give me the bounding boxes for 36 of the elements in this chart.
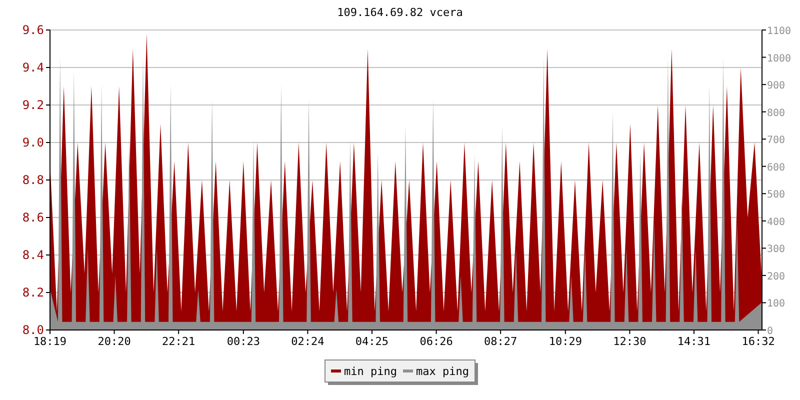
y-tick-label: 9.0 (22, 136, 44, 150)
x-tick-label: 04:25 (355, 335, 389, 348)
y2-tick-label: 800 (767, 108, 786, 119)
y-tick-label: 9.2 (22, 98, 44, 112)
y-tick-label: 8.8 (22, 173, 44, 187)
y-tick-label: 8.2 (22, 286, 44, 300)
chart-title: 109.164.69.82 vcera (337, 6, 463, 19)
x-tick-label: 16:32 (742, 335, 775, 348)
y-tick-label: 8.0 (22, 323, 44, 337)
x-tick-label: 22:21 (162, 335, 196, 348)
x-tick-label: 14:31 (677, 335, 711, 348)
x-tick-label: 08:27 (484, 335, 518, 348)
y2-tick-label: 400 (767, 216, 786, 228)
y2-tick-label: 1000 (767, 53, 792, 64)
y2-tick-label: 200 (767, 271, 786, 282)
x-tick-label: 00:23 (226, 335, 260, 348)
x-tick-label: 06:26 (420, 335, 453, 348)
y2-tick-label: 500 (767, 190, 786, 201)
x-tick-label: 12:30 (613, 335, 646, 348)
y2-tick-label: 700 (767, 135, 786, 146)
y2-tick-label: 100 (767, 298, 786, 310)
y2-tick-label: 0 (767, 326, 774, 337)
y-tick-label: 9.6 (22, 23, 44, 37)
y2-tick-label: 300 (767, 244, 786, 256)
y2-tick-label: 600 (767, 162, 786, 174)
y-tick-label: 8.6 (22, 210, 44, 224)
x-tick-label: 10:29 (548, 335, 582, 348)
y-tick-label: 8.4 (22, 248, 44, 262)
x-tick-label: 20:20 (98, 335, 131, 348)
x-tick-label: 18:19 (33, 335, 67, 348)
y2-tick-label: 1100 (767, 26, 792, 37)
legend-label: min ping (344, 365, 397, 378)
legend-label: max ping (416, 365, 469, 378)
y2-tick-label: 900 (767, 80, 786, 92)
x-tick-label: 02:24 (291, 335, 325, 348)
y-tick-label: 9.4 (22, 60, 44, 74)
